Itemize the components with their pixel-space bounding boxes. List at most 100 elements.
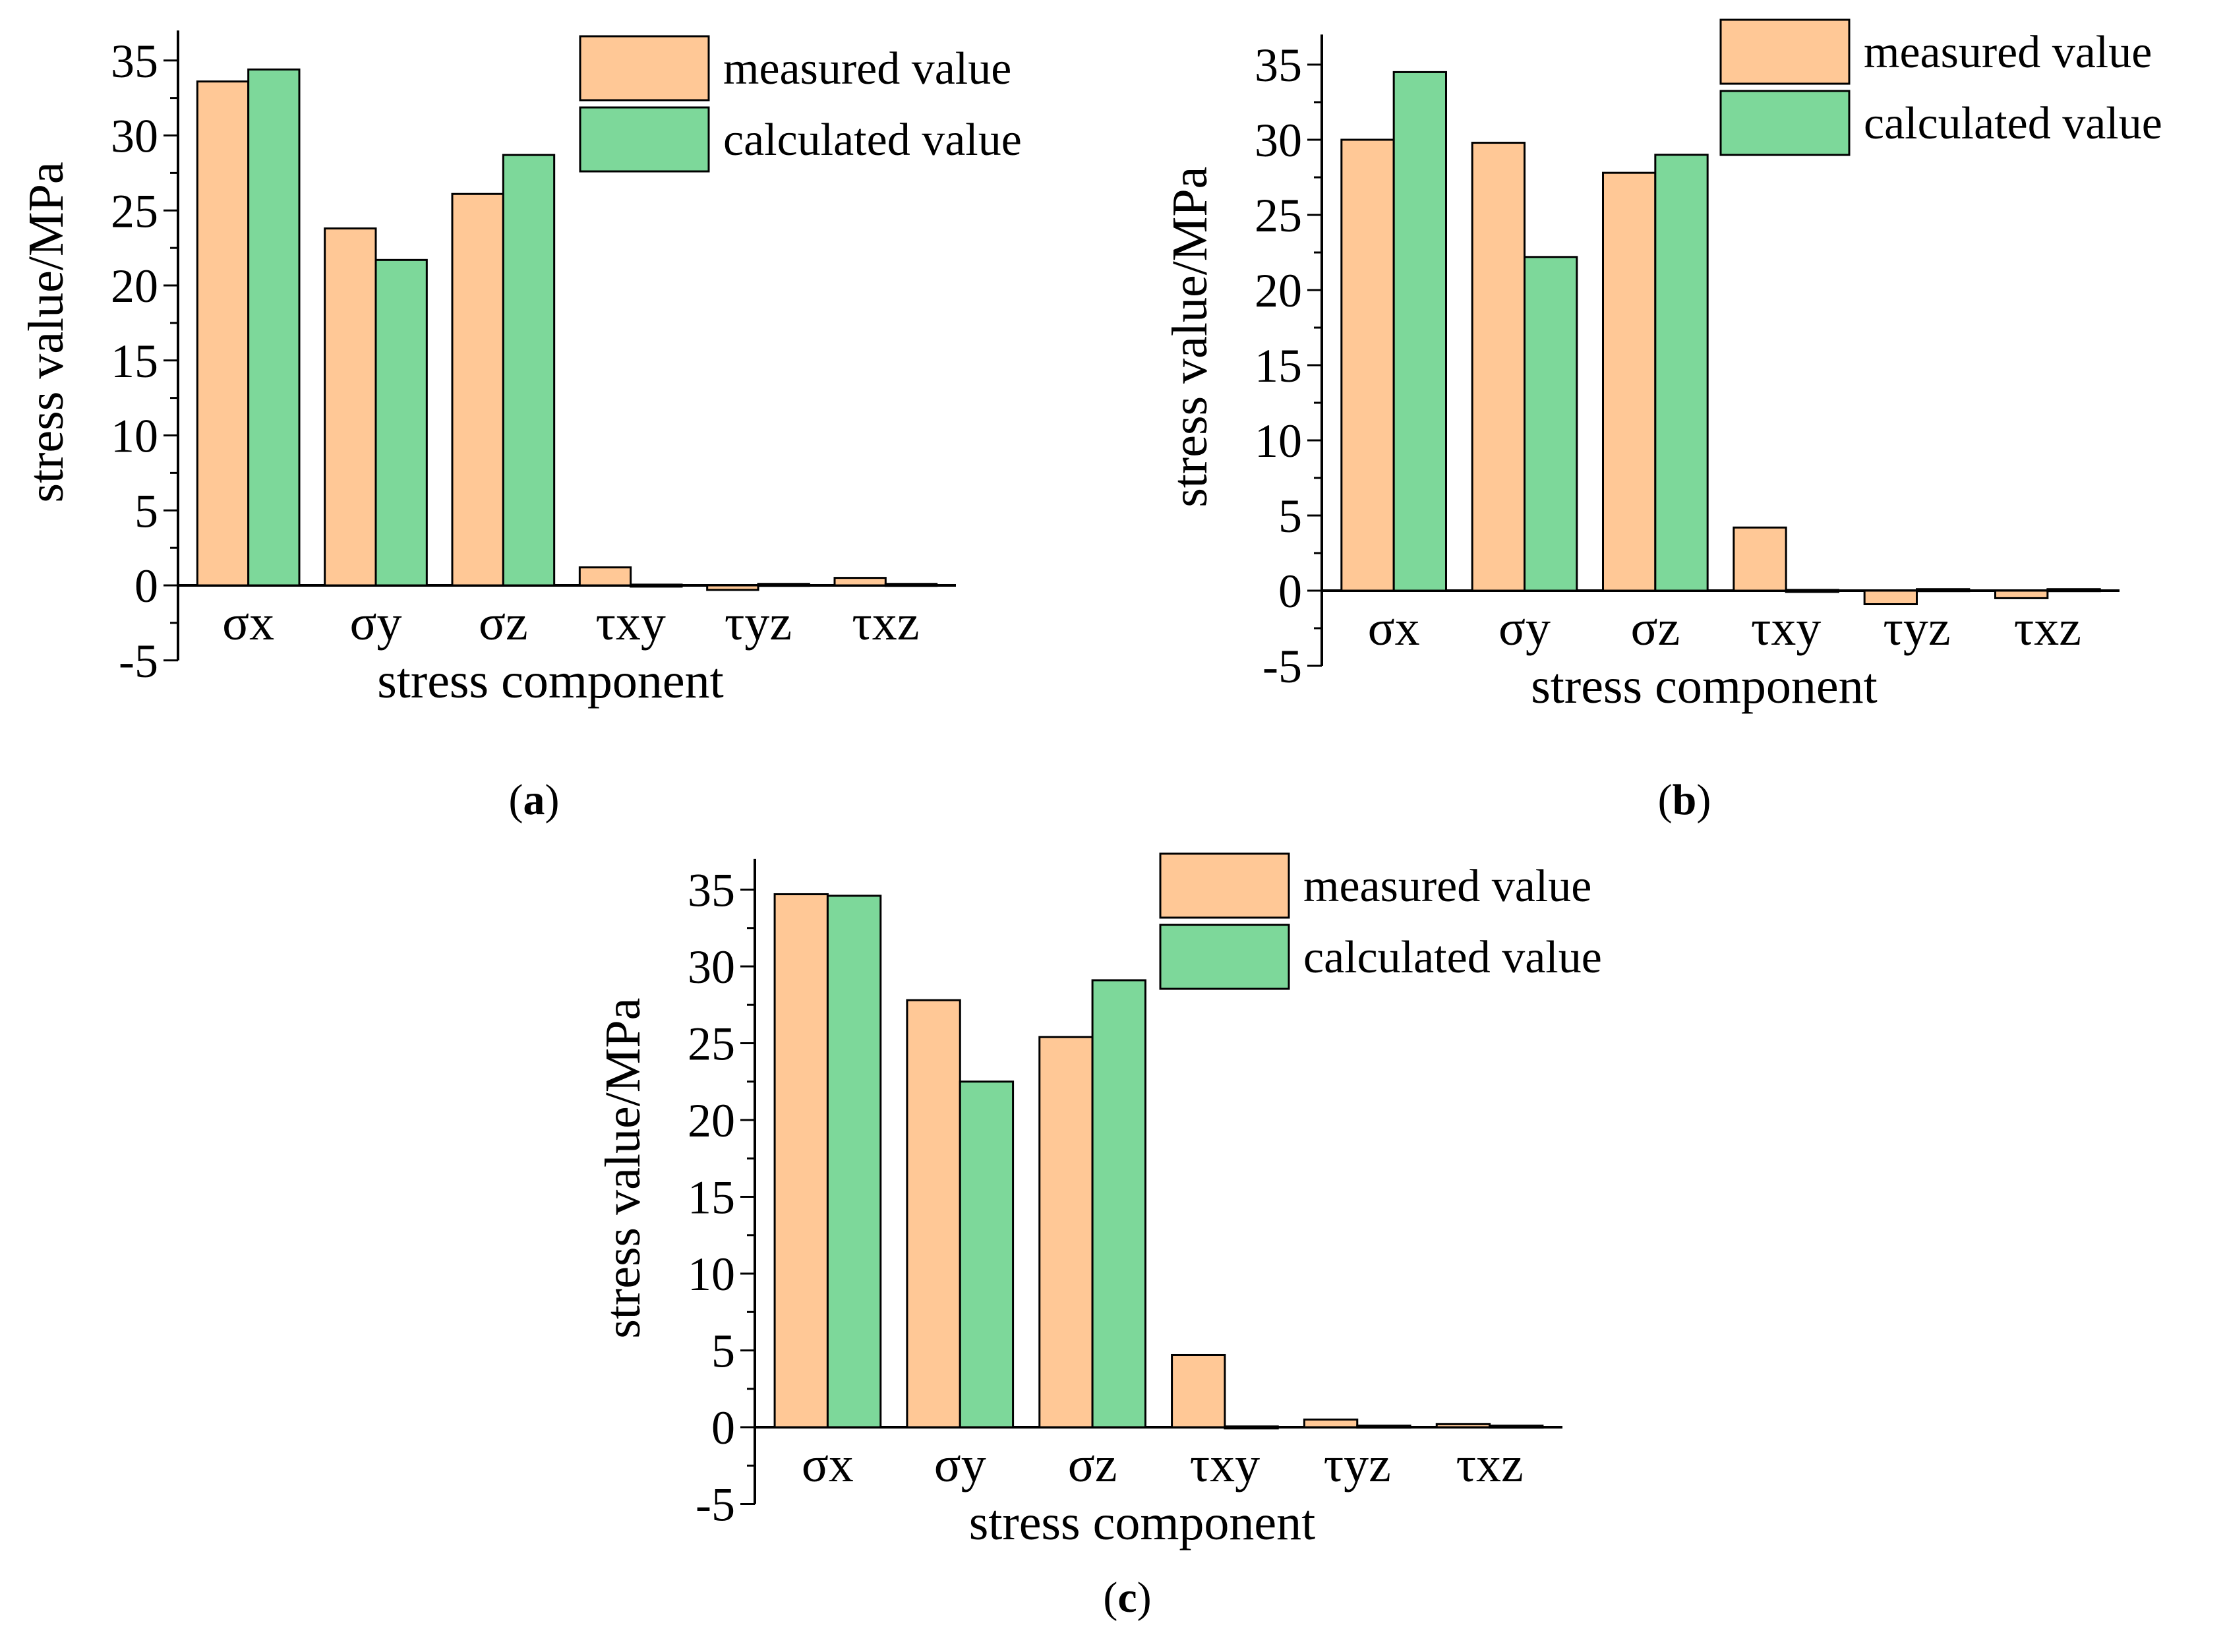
y-tick-label: 25 [688, 1018, 735, 1071]
panel-label: (c) [1103, 1574, 1151, 1622]
bar-calculated [1224, 1425, 1279, 1430]
y-tick-label: 10 [688, 1248, 735, 1301]
chart-panel-b: -5 0 5 10 15 20 25 30 35 σx σy σz τxy τyz τxz stress co… [1162, 18, 2162, 824]
y-tick-label: 0 [711, 1401, 735, 1454]
bar-calculated [502, 154, 556, 587]
x-tick-label: τyz [1883, 601, 1950, 656]
y-tick-label: -5 [119, 635, 158, 688]
y-tick-label: 15 [688, 1171, 735, 1224]
x-tick-label: σy [1498, 601, 1551, 656]
x-tick-label: τyz [1324, 1437, 1391, 1492]
x-tick-label: τxz [852, 595, 919, 651]
bar-calculated [884, 583, 938, 587]
y-tick-label: 10 [111, 410, 158, 463]
x-tick-label: σz [479, 595, 528, 651]
y-axis-title: stress value/MPa [595, 998, 651, 1339]
legend-label: calculated value [1303, 932, 1602, 983]
y-tick-label: 30 [1255, 114, 1302, 167]
legend-swatch-measured [1159, 852, 1290, 919]
bar-measured [1435, 1423, 1491, 1429]
bar-measured [1994, 589, 2049, 599]
y-tick-label: 15 [1255, 339, 1302, 392]
x-tick-label: τxy [595, 595, 666, 651]
legend-label: measured value [723, 44, 1011, 94]
x-axis-title: stress component [377, 653, 724, 709]
y-tick-label: 10 [1255, 415, 1302, 467]
bar-calculated [959, 1080, 1015, 1429]
bar-calculated [2046, 588, 2101, 593]
chart-panel-a: -5 0 5 10 15 20 25 30 35 σx σy σz τxy τyz τxz stress co… [18, 30, 1022, 824]
bar-measured [1602, 171, 1657, 592]
legend-label: measured value [1303, 861, 1591, 912]
x-tick-label: σx [802, 1437, 854, 1492]
y-tick-label: -5 [696, 1479, 735, 1531]
bar-calculated [1916, 588, 1971, 593]
y-tick-label: 20 [1255, 264, 1302, 317]
bar-measured [1733, 526, 1787, 592]
y-tick-label: 30 [111, 110, 158, 163]
x-tick-label: σz [1630, 601, 1680, 656]
y-tick-label: 5 [711, 1325, 735, 1378]
bar-measured [1471, 142, 1526, 592]
y-axis-title: stress value/MPa [1162, 167, 1218, 508]
x-tick-label: σx [222, 595, 274, 651]
x-tick-label: τxy [1751, 601, 1822, 656]
y-tick-label: 30 [688, 941, 735, 993]
bar-calculated [1356, 1425, 1411, 1429]
bar-calculated [374, 258, 428, 587]
y-tick-label: -5 [1262, 640, 1302, 693]
y-tick-label: 5 [134, 485, 158, 537]
x-tick-label: σy [350, 595, 402, 651]
y-tick-label: 15 [111, 335, 158, 388]
y-tick-label: 35 [688, 864, 735, 917]
panel-label: (a) [509, 776, 560, 824]
bar-calculated [1654, 154, 1709, 592]
bar-measured [706, 584, 759, 591]
y-tick-label: 0 [134, 560, 158, 612]
y-tick-label: 20 [111, 260, 158, 312]
chart-panel-c: -5 0 5 10 15 20 25 30 35 σx σy σz τxy τyz τxz stress co… [595, 852, 1602, 1622]
legend-swatch-calculated [579, 106, 710, 173]
panel-label: (b) [1658, 776, 1711, 824]
bar-measured [1171, 1353, 1226, 1429]
y-tick-label: 35 [1255, 39, 1302, 92]
y-tick-label: 5 [1278, 490, 1302, 543]
x-tick-label: σx [1368, 601, 1420, 656]
bar-calculated [1392, 71, 1448, 592]
bar-measured [196, 80, 250, 587]
bar-calculated [1091, 979, 1146, 1429]
x-tick-label: τxz [2014, 601, 2081, 656]
bar-measured [773, 893, 829, 1429]
legend-swatch-measured [579, 35, 710, 102]
bar-measured [1863, 589, 1918, 606]
legend-label: calculated value [1864, 98, 2162, 149]
x-axis-title: stress component [1531, 659, 1878, 714]
bar-calculated [1524, 256, 1578, 592]
bar-calculated [757, 583, 810, 587]
y-tick-label: 35 [111, 35, 158, 88]
x-tick-label: σy [934, 1437, 986, 1492]
legend-swatch-calculated [1159, 924, 1290, 990]
legend-label: calculated value [723, 115, 1022, 165]
legend-label: measured value [1864, 27, 2152, 78]
y-tick-label: 20 [688, 1094, 735, 1147]
x-tick-label: τxy [1190, 1437, 1261, 1492]
y-tick-label: 0 [1278, 565, 1302, 618]
bar-calculated [1489, 1425, 1544, 1429]
x-tick-label: τyz [725, 595, 792, 651]
bar-measured [1038, 1036, 1094, 1429]
x-tick-label: τxz [1456, 1437, 1523, 1492]
bar-calculated [247, 68, 301, 587]
bar-measured [578, 566, 632, 587]
bar-calculated [1785, 589, 1840, 593]
bar-calculated [826, 895, 882, 1429]
bar-measured [1303, 1418, 1359, 1429]
x-axis-title: stress component [969, 1495, 1316, 1550]
bar-measured [833, 577, 887, 587]
y-tick-label: 25 [111, 185, 158, 237]
legend-swatch-calculated [1719, 90, 1851, 156]
bar-measured [451, 192, 504, 587]
bar-measured [1340, 138, 1395, 592]
bar-calculated [630, 583, 683, 588]
